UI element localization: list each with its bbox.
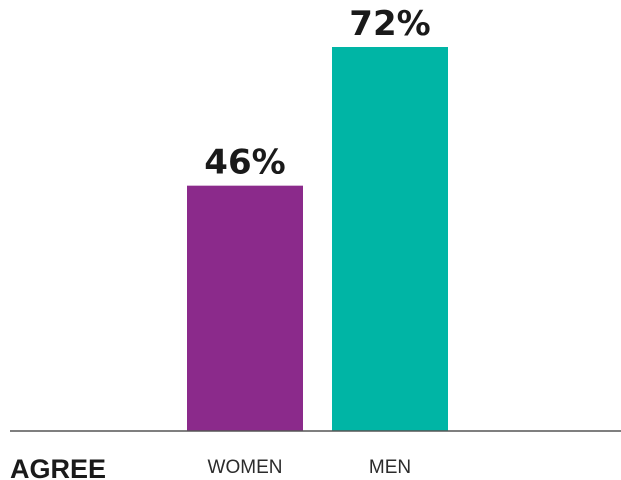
bar-men xyxy=(332,47,448,431)
category-labels-group: WOMEN MEN xyxy=(208,457,412,478)
value-label-men: 72% xyxy=(349,4,430,44)
category-label-women: WOMEN xyxy=(208,457,283,478)
value-labels-group: 46% 72% xyxy=(204,4,430,183)
value-label-women: 46% xyxy=(204,143,285,183)
bars-group xyxy=(187,47,448,431)
group-label: AGREE xyxy=(10,454,106,480)
bar-women xyxy=(187,185,303,431)
category-label-men: MEN xyxy=(369,457,411,478)
